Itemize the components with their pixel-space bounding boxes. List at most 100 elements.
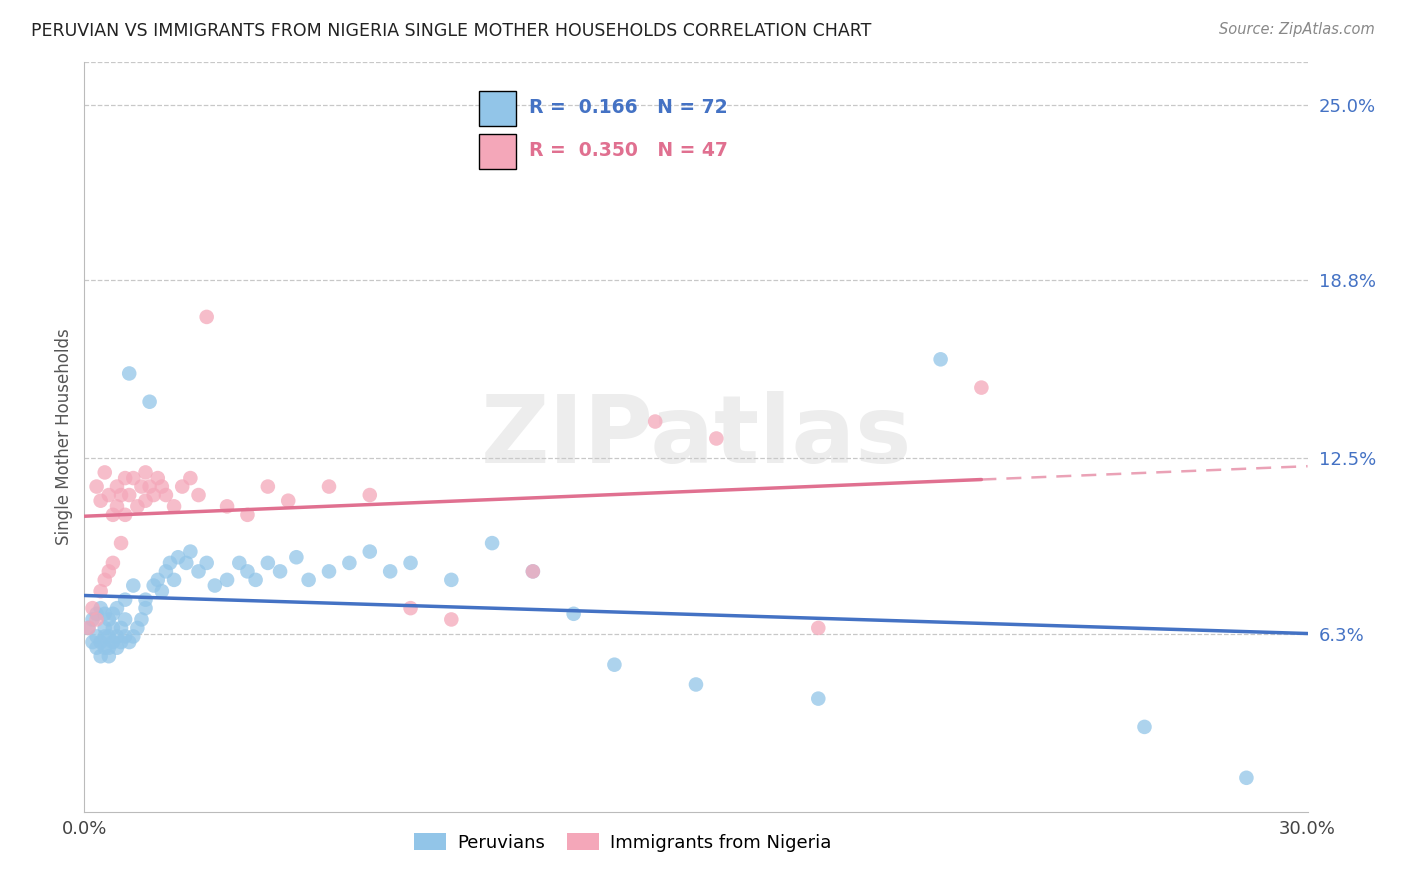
Point	[1133, 720, 1156, 734]
Point	[131, 612, 153, 626]
Point	[86, 629, 108, 643]
Point	[146, 573, 169, 587]
Point	[257, 556, 280, 570]
Point	[174, 556, 197, 570]
Point	[155, 565, 177, 579]
Point	[122, 471, 145, 485]
Point	[97, 629, 120, 643]
Point	[929, 352, 952, 367]
Point	[318, 479, 340, 493]
Point	[110, 488, 132, 502]
Point	[82, 635, 104, 649]
Point	[86, 479, 108, 493]
Point	[603, 657, 626, 672]
Point	[118, 367, 141, 381]
Point	[105, 479, 128, 493]
Point	[97, 612, 120, 626]
Point	[522, 565, 544, 579]
Point	[167, 550, 190, 565]
Point	[318, 565, 340, 579]
Point	[114, 592, 136, 607]
Point	[101, 621, 124, 635]
Point	[97, 640, 120, 655]
Point	[135, 592, 157, 607]
Point	[257, 479, 280, 493]
Point	[82, 612, 104, 626]
Point	[97, 488, 120, 502]
Point	[172, 479, 194, 493]
Point	[82, 601, 104, 615]
Point	[118, 635, 141, 649]
Point	[86, 607, 108, 621]
Point	[110, 621, 132, 635]
Point	[114, 629, 136, 643]
Point	[131, 479, 153, 493]
Point	[101, 635, 124, 649]
Point	[195, 310, 218, 324]
Point	[77, 621, 100, 635]
Point	[440, 612, 463, 626]
Point	[399, 601, 422, 615]
Point	[135, 493, 157, 508]
Point	[114, 612, 136, 626]
Legend: Peruvians, Immigrants from Nigeria: Peruvians, Immigrants from Nigeria	[406, 826, 838, 859]
Text: Source: ZipAtlas.com: Source: ZipAtlas.com	[1219, 22, 1375, 37]
Point	[118, 488, 141, 502]
Point	[93, 607, 115, 621]
Point	[685, 677, 707, 691]
Point	[93, 629, 115, 643]
Point	[93, 466, 115, 480]
Point	[127, 500, 149, 514]
Point	[142, 488, 165, 502]
Point	[179, 544, 201, 558]
Point	[90, 601, 112, 615]
Point	[127, 621, 149, 635]
Point	[90, 635, 112, 649]
Point	[807, 691, 830, 706]
Point	[187, 565, 209, 579]
Point	[159, 556, 181, 570]
Point	[101, 556, 124, 570]
Point	[155, 488, 177, 502]
Point	[105, 500, 128, 514]
Point	[195, 556, 218, 570]
Point	[187, 488, 209, 502]
Point	[359, 488, 381, 502]
Text: PERUVIAN VS IMMIGRANTS FROM NIGERIA SINGLE MOTHER HOUSEHOLDS CORRELATION CHART: PERUVIAN VS IMMIGRANTS FROM NIGERIA SING…	[31, 22, 872, 40]
Point	[93, 573, 115, 587]
Point	[97, 649, 120, 664]
Point	[277, 493, 299, 508]
Point	[481, 536, 503, 550]
Point	[269, 565, 291, 579]
Point	[236, 508, 259, 522]
Point	[122, 629, 145, 643]
Point	[110, 635, 132, 649]
Point	[245, 573, 267, 587]
Point	[440, 573, 463, 587]
Point	[217, 573, 239, 587]
Point	[163, 500, 186, 514]
Point	[122, 578, 145, 592]
Point	[114, 471, 136, 485]
Point	[110, 536, 132, 550]
Text: ZIPatlas: ZIPatlas	[481, 391, 911, 483]
Point	[285, 550, 308, 565]
Point	[150, 584, 173, 599]
Point	[93, 640, 115, 655]
Point	[399, 556, 422, 570]
Point	[204, 578, 226, 592]
Point	[298, 573, 321, 587]
Point	[179, 471, 201, 485]
Point	[359, 544, 381, 558]
Point	[706, 432, 728, 446]
Point	[101, 508, 124, 522]
Point	[105, 640, 128, 655]
Point	[90, 649, 112, 664]
Point	[105, 601, 128, 615]
Point	[77, 621, 100, 635]
Point	[644, 415, 666, 429]
Point	[522, 565, 544, 579]
Point	[105, 629, 128, 643]
Point	[562, 607, 585, 621]
Point	[138, 394, 160, 409]
